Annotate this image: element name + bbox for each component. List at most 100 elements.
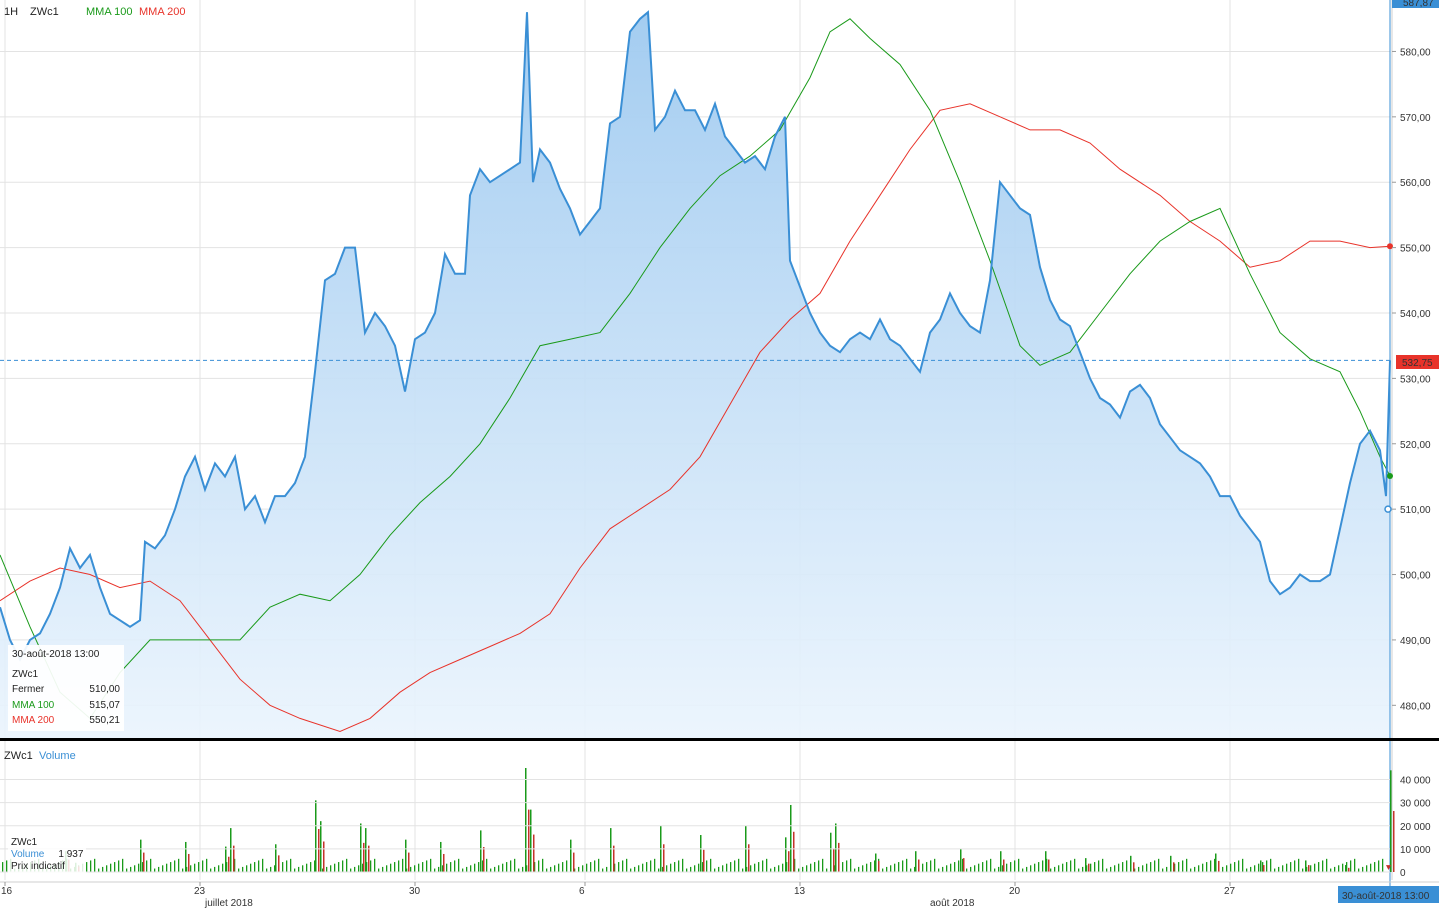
volume-bar bbox=[638, 865, 640, 872]
price-tick-label: 480,00 bbox=[1400, 701, 1431, 712]
volume-bar bbox=[550, 866, 552, 872]
volume-bar bbox=[785, 837, 787, 872]
volume-bar bbox=[422, 862, 424, 872]
volume-bar bbox=[718, 866, 720, 872]
ma100-legend[interactable]: MMA 100 bbox=[86, 6, 132, 18]
volume-bar bbox=[613, 845, 615, 872]
volume-bar bbox=[1082, 866, 1084, 872]
volume-bar bbox=[166, 863, 168, 872]
volume-bar bbox=[182, 868, 184, 872]
volume-bar bbox=[134, 865, 136, 872]
volume-bar bbox=[1158, 858, 1160, 872]
volume-bar bbox=[528, 809, 530, 872]
volume-bar bbox=[702, 862, 704, 872]
volume-bar bbox=[646, 862, 648, 872]
volume-bar bbox=[682, 858, 684, 872]
volume-bar bbox=[748, 844, 750, 872]
volume-bar bbox=[266, 868, 268, 872]
volume-symbol-label[interactable]: ZWc1 bbox=[4, 750, 33, 762]
volume-bar bbox=[1022, 868, 1024, 872]
volume-tooltip-label: Volume bbox=[11, 849, 45, 860]
volume-bar bbox=[458, 858, 460, 872]
price-tick-label: 560,00 bbox=[1400, 178, 1431, 189]
price-tick-label: 540,00 bbox=[1400, 309, 1431, 320]
volume-series-label[interactable]: Volume bbox=[39, 750, 76, 762]
volume-bar bbox=[698, 863, 700, 872]
volume-bar bbox=[1162, 868, 1164, 872]
volume-bar bbox=[590, 862, 592, 872]
volume-bar bbox=[122, 858, 124, 872]
volume-bar bbox=[114, 862, 116, 872]
volume-bar bbox=[1166, 866, 1168, 872]
volume-bar bbox=[994, 868, 996, 872]
volume-bar bbox=[746, 866, 748, 872]
volume-bar bbox=[814, 862, 816, 872]
volume-bar bbox=[1050, 868, 1052, 872]
price-tick-label: 520,00 bbox=[1400, 440, 1431, 451]
volume-bar bbox=[1088, 863, 1090, 872]
volume-bar bbox=[378, 868, 380, 872]
volume-bar bbox=[410, 866, 412, 872]
volume-bar bbox=[1242, 858, 1244, 872]
volume-bar bbox=[494, 866, 496, 872]
volume-bar bbox=[250, 863, 252, 872]
volume-bar bbox=[1058, 865, 1060, 872]
volume-bar bbox=[1354, 858, 1356, 872]
volume-bar bbox=[323, 841, 325, 872]
volume-bar bbox=[150, 858, 152, 872]
volume-bar bbox=[1094, 862, 1096, 872]
volume-bar bbox=[970, 866, 972, 872]
volume-bar bbox=[1305, 860, 1307, 872]
volume-bar bbox=[274, 865, 276, 872]
volume-bar bbox=[802, 866, 804, 872]
volume-bar bbox=[1350, 860, 1352, 872]
tooltip-symbol: ZWc1 bbox=[12, 668, 39, 680]
volume-bar bbox=[154, 868, 156, 872]
volume-bar bbox=[658, 868, 660, 872]
volume-bar bbox=[1206, 862, 1208, 872]
volume-bar bbox=[365, 828, 367, 872]
volume-bar bbox=[140, 839, 142, 872]
price-tick-label: 530,00 bbox=[1400, 374, 1431, 385]
volume-bar bbox=[366, 862, 368, 872]
volume-bar bbox=[86, 862, 88, 872]
volume-bar bbox=[1014, 860, 1016, 872]
volume-bar bbox=[1214, 858, 1216, 872]
volume-bar bbox=[1062, 863, 1064, 872]
volume-bar bbox=[1294, 860, 1296, 872]
volume-bar bbox=[794, 858, 796, 872]
volume-bar bbox=[162, 865, 164, 872]
volume-bar bbox=[1194, 866, 1196, 872]
volume-bar bbox=[586, 863, 588, 872]
volume-bar bbox=[1250, 866, 1252, 872]
volume-bar bbox=[1322, 860, 1324, 872]
volume-bar bbox=[1010, 862, 1012, 872]
volume-bar bbox=[430, 858, 432, 872]
volume-bar bbox=[318, 829, 320, 872]
volume-bar bbox=[786, 862, 788, 872]
volume-bar bbox=[1046, 858, 1048, 872]
volume-bar bbox=[1190, 868, 1192, 872]
volume-bar bbox=[1006, 863, 1008, 872]
volume-bar bbox=[950, 863, 952, 872]
volume-bar bbox=[143, 852, 145, 872]
volume-bar bbox=[1138, 866, 1140, 872]
panel-divider[interactable] bbox=[0, 738, 1439, 741]
volume-bar bbox=[206, 858, 208, 872]
ma200-line bbox=[0, 103, 1391, 733]
volume-bar bbox=[405, 839, 407, 872]
volume-bar bbox=[1000, 851, 1002, 872]
volume-bar bbox=[254, 862, 256, 872]
volume-bar bbox=[1150, 862, 1152, 872]
interval-label[interactable]: 1H bbox=[4, 6, 18, 18]
ma200-legend[interactable]: MMA 200 bbox=[139, 6, 185, 18]
symbol-label[interactable]: ZWc1 bbox=[30, 6, 59, 18]
volume-bar bbox=[594, 860, 596, 872]
volume-bar bbox=[1246, 868, 1248, 872]
ma200-marker bbox=[1387, 243, 1393, 250]
volume-bar bbox=[198, 862, 200, 872]
volume-bar bbox=[2, 862, 4, 872]
volume-bar bbox=[386, 865, 388, 872]
tooltip-close-value: 510,00 bbox=[89, 684, 120, 695]
